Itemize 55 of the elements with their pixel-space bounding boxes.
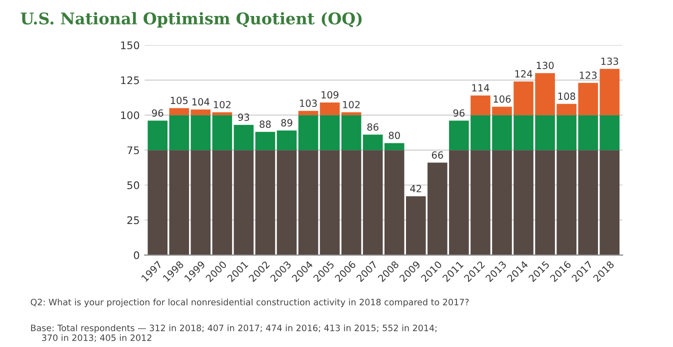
bar <box>276 150 297 256</box>
total-label: 124 <box>515 70 532 78</box>
bar <box>298 115 318 150</box>
bar <box>212 115 232 150</box>
total-label: 109 <box>322 91 338 99</box>
bar <box>362 134 383 150</box>
bar <box>212 150 232 256</box>
total-label: 102 <box>214 100 230 108</box>
y-tick-label: 125 <box>121 76 139 84</box>
total-label: 106 <box>494 95 511 103</box>
total-label: 89 <box>281 119 292 126</box>
total-label: 130 <box>536 62 554 70</box>
total-label: 96 <box>453 109 465 117</box>
bar <box>234 124 254 150</box>
bar <box>298 110 318 116</box>
bar <box>341 115 362 150</box>
total-label: 42 <box>410 184 422 192</box>
bar <box>255 132 276 150</box>
text: Q2: What is your projection for local nonresidential construction activity in 2018 compared to 2017? <box>30 298 469 308</box>
bar <box>190 115 211 150</box>
total-label: 105 <box>170 96 188 104</box>
bar <box>320 150 340 256</box>
total-label: 66 <box>432 151 443 159</box>
total-label: 88 <box>260 120 271 128</box>
total-label: 103 <box>300 100 317 107</box>
total-label: 114 <box>472 84 490 92</box>
chart-title: U.S. National Optimism Quotient (OQ) <box>20 12 362 28</box>
bar <box>255 150 276 256</box>
y-tick-label: 100 <box>121 111 140 120</box>
total-label: 86 <box>367 123 378 131</box>
bar <box>234 150 254 256</box>
bar <box>384 143 404 150</box>
total-label: 102 <box>343 100 360 108</box>
bar <box>341 150 362 256</box>
bar <box>320 115 340 150</box>
bar <box>276 130 297 150</box>
total-label: 108 <box>558 92 576 100</box>
y-tick-label: 50 <box>127 181 140 190</box>
bar <box>190 109 211 116</box>
total-label: 133 <box>601 58 618 65</box>
bar <box>362 150 383 256</box>
bar <box>169 108 190 116</box>
y-tick-label: 25 <box>127 216 139 224</box>
bar <box>190 150 211 256</box>
y-tick-label: 0 <box>134 251 140 260</box>
total-label: 96 <box>152 109 164 117</box>
text: Base: Total respondents — 312 in 2018; 407 in 2017; 474 in 2016; 413 in 2015; 552 in 2014; 370 in 2013; 405 in 2012 <box>31 324 437 342</box>
total-label: 93 <box>238 114 250 121</box>
bar <box>320 102 340 116</box>
total-label: 80 <box>388 132 400 140</box>
y-tick-label: 150 <box>121 41 140 50</box>
total-label: 104 <box>192 98 210 106</box>
total-label: 123 <box>580 72 597 79</box>
bar <box>298 150 318 256</box>
y-tick-label: 75 <box>127 146 139 154</box>
